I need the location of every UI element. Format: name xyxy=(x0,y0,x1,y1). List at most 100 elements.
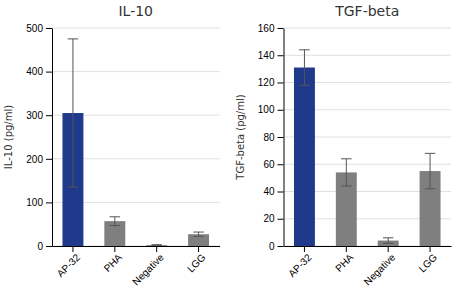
x-tick: Negative xyxy=(130,246,166,287)
y-tick-label: 400 xyxy=(26,66,43,77)
plot-area xyxy=(294,50,441,246)
bar xyxy=(188,234,209,246)
grid xyxy=(52,28,220,246)
y-tick-label: 0 xyxy=(37,241,43,252)
y-tick-label: 40 xyxy=(263,186,275,197)
error-bar-line xyxy=(198,232,199,236)
x-axis-line xyxy=(284,246,452,247)
error-bar-cap xyxy=(383,243,393,244)
x-tick: AP-32 xyxy=(55,246,83,279)
bar xyxy=(146,245,167,246)
chart-title: TGF-beta xyxy=(334,3,399,19)
y-tick: 200 xyxy=(26,154,52,165)
y-tick-mark xyxy=(46,159,52,160)
error-bar-line xyxy=(388,238,389,243)
x-tick-mark xyxy=(198,246,199,252)
error-bar xyxy=(110,217,120,226)
error-bar-line xyxy=(304,50,305,85)
x-tick-label: AP-32 xyxy=(55,251,83,279)
error-bar-cap xyxy=(383,237,393,238)
x-tick-mark xyxy=(114,246,115,252)
x-tick-mark xyxy=(430,246,431,252)
y-tick: 20 xyxy=(263,213,283,224)
error-bar-cap xyxy=(425,188,435,189)
y-axis-title: IL-10 (pg/ml) xyxy=(3,105,14,169)
y-tick-label: 0 xyxy=(269,241,275,252)
error-bar xyxy=(341,159,351,186)
x-tick: PHA xyxy=(333,246,356,274)
error-bar xyxy=(151,244,161,246)
y-axis-line xyxy=(52,29,53,247)
error-bar-cap xyxy=(110,225,120,226)
panel: AP-32 PHANegative LGG 0 100 200 300 400 500 IL-10… xyxy=(3,3,220,287)
y-tick-mark xyxy=(278,219,284,220)
y-axis: 020406080100120140160 xyxy=(258,23,284,252)
x-tick-label: PHA xyxy=(102,251,125,274)
x-tick-mark xyxy=(156,246,157,252)
y-tick: 0 xyxy=(269,241,284,252)
y-tick: 400 xyxy=(26,66,52,77)
error-bar-cap xyxy=(193,232,203,233)
error-bar-line xyxy=(72,39,73,187)
error-bar xyxy=(193,232,203,236)
y-tick-mark xyxy=(278,83,284,84)
y-tick-label: 200 xyxy=(26,154,43,165)
error-bar-line xyxy=(430,153,431,188)
error-bar xyxy=(383,238,393,243)
error-bar-cap xyxy=(151,244,161,245)
error-bar-cap xyxy=(110,216,120,217)
y-tick-mark xyxy=(278,246,284,247)
error-bar-cap xyxy=(299,49,309,50)
y-tick: 300 xyxy=(26,110,52,121)
y-tick-mark xyxy=(46,202,52,203)
x-tick-mark xyxy=(388,246,389,252)
error-bar xyxy=(299,50,309,85)
x-axis: AP-32 PHANegative LGG xyxy=(53,246,221,287)
error-bar-cap xyxy=(341,158,351,159)
y-tick-mark xyxy=(278,137,284,138)
error-bar-cap xyxy=(341,186,351,187)
y-tick-label: 80 xyxy=(263,132,275,143)
x-tick-label: LGG xyxy=(185,252,208,275)
x-tick: Negative xyxy=(362,246,398,287)
grid-line xyxy=(284,55,452,56)
y-tick-label: 120 xyxy=(258,77,275,88)
y-tick-label: 100 xyxy=(26,197,43,208)
x-tick-label: Negative xyxy=(130,251,166,287)
y-tick-mark xyxy=(278,55,284,56)
y-tick-mark xyxy=(46,246,52,247)
x-tick: PHA xyxy=(102,246,125,274)
panel: AP-32PHANegativeLGG020406080100120140160… xyxy=(235,3,452,287)
y-tick-label: 300 xyxy=(26,110,43,121)
y-tick-label: 60 xyxy=(263,159,275,170)
chart-title: IL-10 xyxy=(118,3,153,19)
y-tick: 100 xyxy=(258,104,284,115)
x-axis: AP-32PHANegativeLGG xyxy=(284,246,452,287)
x-tick-mark xyxy=(72,246,73,252)
plot-area xyxy=(62,39,209,246)
x-tick-label: Negative xyxy=(362,251,398,287)
y-tick-label: 100 xyxy=(258,104,275,115)
y-tick-mark xyxy=(46,115,52,116)
x-tick-label: PHA xyxy=(333,251,356,274)
error-bar-line xyxy=(346,159,347,186)
y-tick-mark xyxy=(278,164,284,165)
y-tick-mark xyxy=(46,28,52,29)
error-bar-cap xyxy=(193,236,203,237)
grid-line xyxy=(284,28,452,29)
y-tick-label: 500 xyxy=(26,23,43,34)
y-tick: 160 xyxy=(258,23,284,34)
error-bar-cap xyxy=(151,245,161,246)
error-bar-cap xyxy=(68,38,78,39)
bar xyxy=(294,68,315,246)
y-tick: 500 xyxy=(26,23,52,34)
error-bar-cap xyxy=(425,153,435,154)
y-tick: 60 xyxy=(263,159,283,170)
error-bar xyxy=(68,39,78,187)
grid-line xyxy=(52,28,220,29)
y-axis-line xyxy=(284,29,285,247)
error-bar-line xyxy=(114,217,115,226)
y-tick: 120 xyxy=(258,77,284,88)
chart-figure: AP-32PHANegativeLGG0100200300400500IL-10… xyxy=(0,0,463,296)
x-axis-line xyxy=(53,246,221,247)
